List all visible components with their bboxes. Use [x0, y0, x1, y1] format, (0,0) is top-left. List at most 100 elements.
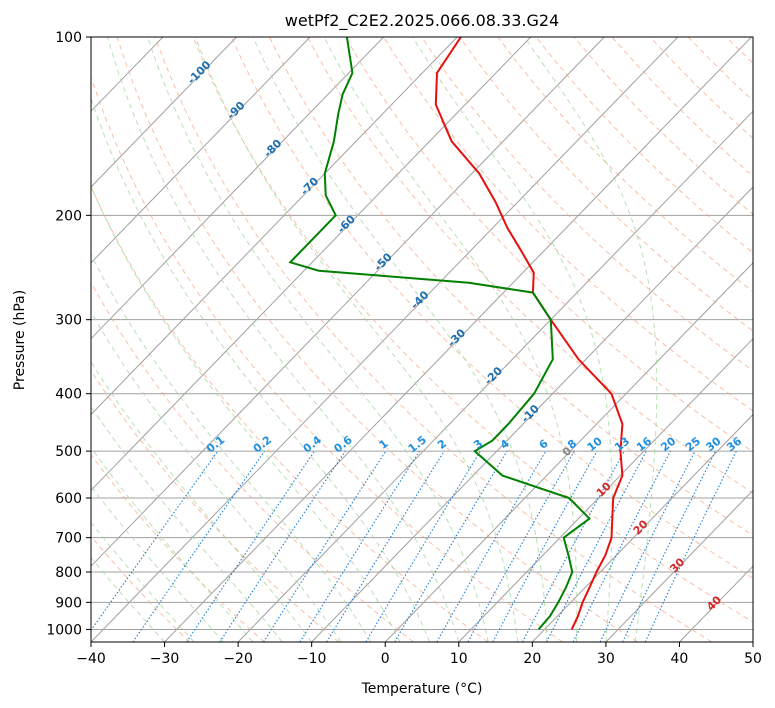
y-tick-label: 300 [55, 313, 82, 329]
isotherm-line [91, 37, 532, 492]
line-labels: 0.1 0.2 0.4 0.6 1 1.5 2 3 4 6 8 10 13 16 20 25 30 36-100-… [185, 58, 745, 613]
moist-adiabat-line [147, 37, 489, 642]
dry-adiabat-line [497, 37, 753, 293]
dry-adiabat-line [306, 37, 753, 494]
x-tick-label: 10 [450, 651, 468, 667]
mixing-ratio-label: 2 [435, 437, 449, 452]
mixing-ratio-line [436, 450, 547, 642]
y-tick-label: 100 [55, 30, 82, 46]
moist-adiabat-line [91, 253, 371, 642]
mixing-ratio-line [522, 450, 625, 642]
mixing-ratio-line [326, 450, 445, 642]
profile-lines [288, 37, 624, 631]
isotherm-line [531, 413, 753, 642]
moist-adiabat-line [91, 405, 283, 642]
x-tick-label: −10 [297, 651, 327, 667]
axes: −40 −30 −20 −10 0 10 20 30 40 5010020030040050060… [46, 30, 762, 667]
mixing-ratio-line [546, 450, 647, 642]
y-tick-label: 800 [55, 565, 82, 581]
moist-adiabat-line [91, 96, 430, 642]
background-lines [91, 37, 775, 642]
y-tick-label: 1000 [46, 622, 82, 638]
mixing-ratio-line [622, 450, 717, 642]
x-tick-label: 30 [597, 651, 615, 667]
dry-adiabat-line [91, 453, 265, 642]
dry-adiabat-line [91, 185, 489, 642]
dry-adiabat-label: -50 [372, 250, 395, 273]
dry-adiabat-line [421, 37, 753, 372]
moist-adiabat-line [412, 37, 613, 642]
dry-adiabat-label: -20 [482, 364, 505, 387]
mixing-ratio-line [365, 450, 481, 642]
dry-adiabat-line [687, 37, 753, 102]
mixing-ratio-label: 3 [471, 437, 485, 452]
dry-adiabat-label: 10 [594, 479, 614, 499]
mixing-ratio-line [599, 450, 696, 642]
x-tick-label: −30 [150, 651, 180, 667]
mixing-ratio-line [492, 450, 598, 642]
isotherm-line [91, 37, 679, 642]
y-tick-label: 400 [55, 387, 82, 403]
dry-adiabat-label: -100 [185, 58, 214, 87]
isotherm-line [237, 110, 753, 642]
y-tick-label: 200 [55, 208, 82, 224]
dry-adiabat-line [459, 37, 753, 332]
y-tick-label: 500 [55, 444, 82, 460]
dry-adiabat-line [268, 37, 753, 537]
moist-adiabat-line [91, 446, 254, 642]
dry-adiabat-label: -70 [298, 175, 321, 198]
x-axis-label: Temperature (°C) [361, 681, 483, 697]
mixing-ratio-line [572, 450, 671, 642]
isotherm-line [605, 489, 753, 642]
dry-adiabat-line [91, 281, 414, 642]
moist-adiabat-line [91, 184, 401, 642]
dry-adiabat-label: 40 [704, 593, 724, 613]
moist-adiabat-line [194, 37, 519, 642]
mixing-ratio-line [644, 450, 737, 642]
temperature-line [434, 37, 624, 630]
isotherm-line [91, 37, 384, 340]
dry-adiabat-label: -60 [335, 212, 358, 235]
mixing-ratio-line [186, 450, 315, 642]
isotherm-line [91, 37, 458, 416]
mixing-ratio-line [299, 450, 420, 642]
dry-adiabat-label: -90 [224, 99, 247, 122]
moist-adiabat-line [91, 521, 195, 642]
dry-adiabat-line [649, 37, 753, 139]
isotherm-line [458, 337, 753, 642]
moist-adiabat-line [91, 485, 224, 642]
moist-adiabat-line [524, 37, 658, 642]
dry-adiabat-line [383, 37, 753, 412]
plot-frame [90, 36, 754, 643]
dry-adiabat-line [764, 37, 775, 642]
mixing-ratio-label: 6 [537, 437, 551, 452]
dry-adiabat-label: -30 [445, 326, 468, 349]
x-tick-label: −40 [76, 651, 106, 667]
isotherm-line [91, 37, 311, 264]
mixing-ratio-label: 0.4 [301, 433, 325, 455]
dry-adiabat-line [91, 75, 563, 642]
mixing-ratio-line [91, 450, 219, 632]
y-axis-label: Pressure (hPa) [12, 290, 28, 390]
mixing-ratio-line [132, 450, 266, 642]
mixing-ratio-label: 0.6 [331, 433, 355, 455]
moist-adiabat-line [323, 37, 578, 642]
dry-adiabat-line [91, 369, 340, 642]
dry-adiabat-line [535, 37, 753, 254]
x-tick-label: 50 [744, 651, 762, 667]
y-tick-label: 900 [55, 595, 82, 611]
isotherm-line [384, 262, 753, 642]
isotherm-line [91, 37, 237, 188]
x-tick-label: 20 [523, 651, 541, 667]
x-tick-label: 40 [671, 651, 689, 667]
y-tick-label: 600 [55, 491, 82, 507]
dry-adiabat-line [154, 37, 713, 642]
dry-adiabat-line [192, 37, 753, 623]
mixing-ratio-line [263, 450, 387, 642]
mixing-ratio-label: 0.1 [204, 433, 227, 455]
chart-title: wetPf2_C2E2.2025.066.08.33.G24 [285, 11, 559, 31]
isotherm-line [752, 641, 753, 642]
mixing-ratio-label: 1.5 [406, 433, 429, 455]
y-tick-label: 700 [55, 531, 82, 547]
